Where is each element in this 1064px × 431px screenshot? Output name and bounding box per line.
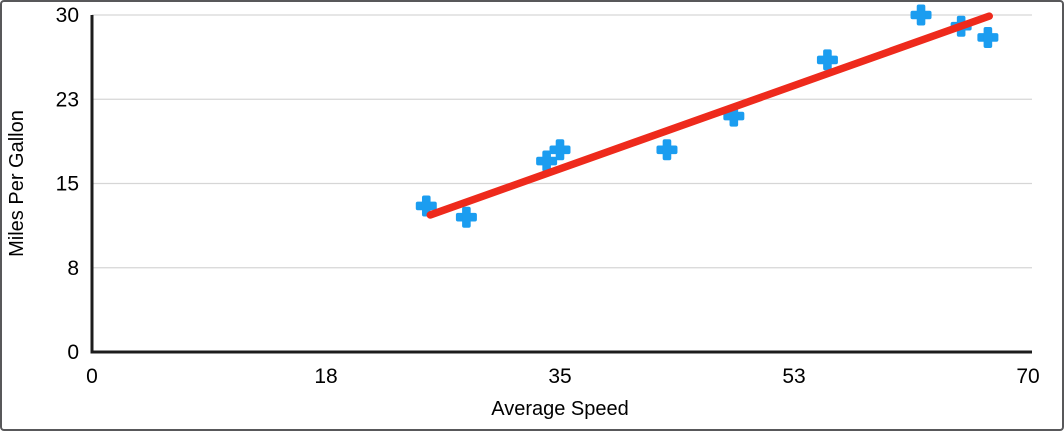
data-point-1	[415, 195, 437, 217]
data-point-4	[549, 139, 571, 161]
x-tick-label-0: 0	[86, 365, 98, 388]
y-axis-title: Miles Per Gallon	[6, 110, 28, 257]
plus-marker-icon	[421, 195, 431, 217]
trendline	[426, 12, 993, 219]
x-tick-label-18: 18	[314, 365, 337, 388]
data-point-2	[455, 206, 477, 228]
scatter-points	[415, 4, 999, 228]
data-point-3	[536, 150, 558, 172]
data-point-7	[816, 49, 838, 71]
y-tick-label-0: 0	[67, 341, 79, 364]
data-point-5	[656, 139, 678, 161]
data-point-8	[910, 4, 932, 26]
plus-marker-icon	[983, 26, 993, 48]
axes	[90, 15, 1032, 354]
x-tick-label-70: 70	[1016, 365, 1039, 388]
y-tick-label-15: 15	[56, 173, 79, 196]
x-axis-tick-labels: 0 18 35 53 70	[86, 365, 1040, 388]
plus-marker-icon	[823, 49, 832, 71]
plus-marker-icon	[462, 206, 471, 228]
y-tick-label-23: 23	[56, 88, 79, 111]
gridlines	[92, 14, 1032, 269]
x-tick-label-53: 53	[782, 365, 805, 388]
plus-marker-icon	[916, 4, 926, 26]
y-tick-label-30: 30	[56, 4, 79, 27]
y-axis-tick-labels: 0 8 15 23 30	[56, 4, 79, 364]
x-tick-label-35: 35	[548, 365, 571, 388]
trendline-line	[426, 12, 993, 219]
y-tick-label-8: 8	[67, 257, 79, 280]
data-point-10	[977, 26, 999, 48]
plus-marker-icon	[542, 150, 551, 172]
plus-marker-icon	[662, 139, 672, 161]
x-axis-title: Average Speed	[491, 398, 629, 420]
plus-marker-icon	[555, 139, 565, 161]
